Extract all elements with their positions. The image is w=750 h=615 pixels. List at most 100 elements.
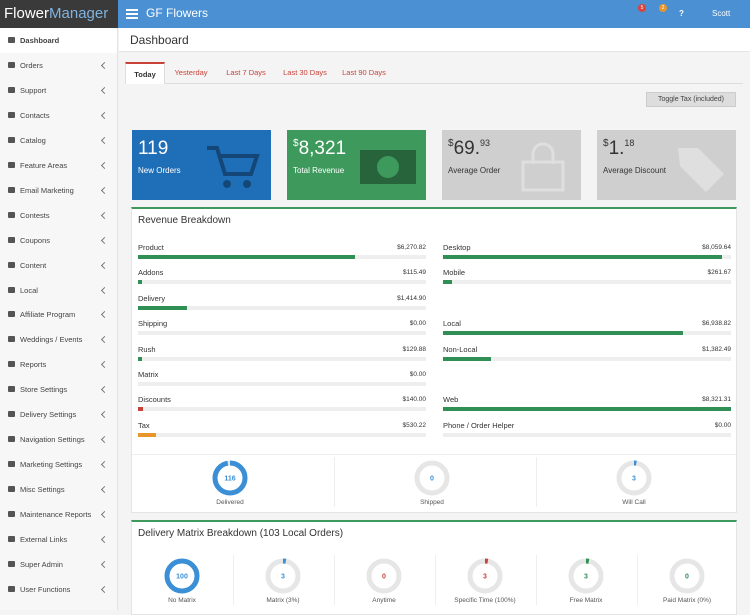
- revenue-row: Addons $115.49: [138, 268, 426, 293]
- sidebar-item[interactable]: Store Settings: [0, 377, 117, 402]
- donut-value: 3: [281, 574, 285, 581]
- revenue-bar: [443, 280, 452, 284]
- toggle-tax-button[interactable]: Toggle Tax (included): [646, 92, 736, 107]
- page-title: Dashboard: [130, 33, 189, 47]
- sidebar-item[interactable]: User Functions: [0, 577, 117, 602]
- sidebar-item[interactable]: Maintenance Reports: [0, 502, 117, 527]
- sidebar-item[interactable]: Misc Settings: [0, 477, 117, 502]
- bar-track: [138, 255, 426, 259]
- revenue-name: Delivery: [138, 294, 165, 303]
- sidebar-item[interactable]: Coupons: [0, 228, 117, 253]
- donut-value: 3: [584, 574, 588, 581]
- sidebar-item[interactable]: Contests: [0, 203, 117, 228]
- donut-value: 0: [430, 476, 434, 483]
- sidebar-item[interactable]: Marketing Settings: [0, 452, 117, 477]
- revenue-row: Discounts$140.00: [138, 395, 426, 420]
- revenue-name: Shipping: [138, 319, 167, 328]
- revenue-name: Product: [138, 243, 164, 252]
- revenue-row: Phone / Order Helper$0.00: [443, 421, 731, 446]
- tabs: TodayYesterdayLast 7 DaysLast 30 DaysLas…: [125, 62, 743, 84]
- revenue-amount: $0.00: [410, 371, 426, 378]
- card-icon: [513, 142, 573, 192]
- revenue-amount: $6,938.82: [702, 320, 731, 327]
- donut-label: Paid Matrix (0%): [637, 597, 737, 604]
- sidebar-item[interactable]: Content: [0, 253, 117, 278]
- sidebar-item[interactable]: Contacts: [0, 103, 117, 128]
- sidebar-item[interactable]: Super Admin: [0, 552, 117, 577]
- sidebar-item[interactable]: Email Marketing: [0, 178, 117, 203]
- revenue-amount: $115.49: [403, 269, 426, 276]
- sidebar-item[interactable]: Orders: [0, 53, 117, 78]
- donut-chart: 100: [162, 556, 202, 596]
- tab[interactable]: Yesterday: [165, 62, 217, 84]
- revenue-bar: [138, 357, 142, 361]
- top-bar: GF Flowers 5 2 ? Scott: [118, 0, 750, 28]
- badge[interactable]: 5: [638, 4, 646, 12]
- card-value: $1.18: [603, 138, 634, 160]
- sidebar-item[interactable]: Weddings / Events: [0, 327, 117, 352]
- revenue-row: Delivery$1,414.90: [138, 294, 426, 319]
- tab[interactable]: Last 90 Days: [335, 62, 393, 84]
- donut: 100No Matrix: [132, 556, 232, 604]
- card-icon: [358, 142, 418, 192]
- revenue-row: Desktop$8,059.64: [443, 243, 731, 268]
- sidebar-item[interactable]: Dashboard: [0, 28, 117, 53]
- revenue-name: Addons: [138, 268, 163, 277]
- sidebar-item[interactable]: Navigation Settings: [0, 427, 117, 452]
- donut: 0Anytime: [334, 556, 434, 604]
- revenue-name: Web: [443, 395, 458, 404]
- card-number: 1.: [609, 138, 625, 159]
- sidebar-item[interactable]: Local: [0, 278, 117, 303]
- brand-first: Flower: [4, 5, 49, 22]
- revenue-row: Product$6,270.82: [138, 243, 426, 268]
- logo[interactable]: FlowerManager: [0, 0, 118, 28]
- revenue-name: Non-Local: [443, 345, 477, 354]
- donut-value: 0: [685, 574, 689, 581]
- donut-chart: 0: [412, 458, 452, 498]
- stat-card: $8,321Total Revenue: [287, 130, 426, 200]
- badge[interactable]: 2: [659, 4, 667, 12]
- tab[interactable]: Last 7 Days: [217, 62, 275, 84]
- donut-value: 116: [224, 476, 235, 483]
- card-number: 69.: [454, 138, 480, 159]
- stat-card: $1.18 Average Discount: [597, 130, 736, 200]
- sidebar-item[interactable]: Reports: [0, 352, 117, 377]
- revenue-amount: $0.00: [410, 320, 426, 327]
- card-label: Total Revenue: [293, 166, 344, 175]
- revenue-row: Shipping $0.00: [138, 319, 426, 344]
- donut-chart: 116: [210, 458, 250, 498]
- tab[interactable]: Today: [125, 62, 165, 84]
- revenue-panel: Revenue Breakdown Product$6,270.82Addons…: [131, 207, 737, 513]
- panel-title: Delivery Matrix Breakdown (103 Local Ord…: [138, 528, 343, 539]
- bar-track: [443, 280, 731, 284]
- user-menu[interactable]: Scott: [712, 9, 730, 18]
- sidebar-item[interactable]: External Links: [0, 527, 117, 552]
- revenue-row: Local$6,938.82: [443, 319, 731, 344]
- revenue-name: Rush: [138, 345, 156, 354]
- donut: 3Specific Time (100%): [435, 556, 535, 604]
- card-label: Average Discount: [603, 166, 666, 175]
- help[interactable]: ?: [679, 9, 684, 18]
- donut: 3Will Call: [584, 458, 684, 506]
- matrix-panel: Delivery Matrix Breakdown (103 Local Ord…: [131, 520, 737, 615]
- sidebar-item[interactable]: Support: [0, 78, 117, 103]
- donut: 3Free Matrix: [536, 556, 636, 604]
- sidebar-item[interactable]: Feature Areas: [0, 153, 117, 178]
- card-number: 8,321: [299, 138, 347, 159]
- sidebar-item[interactable]: Catalog: [0, 128, 117, 153]
- sidebar-item[interactable]: Delivery Settings: [0, 402, 117, 427]
- revenue-bar: [443, 407, 731, 411]
- tab[interactable]: Last 30 Days: [275, 62, 335, 84]
- revenue-name: Phone / Order Helper: [443, 421, 514, 430]
- revenue-bar: [138, 407, 143, 411]
- revenue-bar: [138, 280, 142, 284]
- donut: 0Shipped: [382, 458, 482, 506]
- donut-chart: 0: [364, 556, 404, 596]
- bar-track: [443, 331, 731, 335]
- divider: [334, 457, 335, 507]
- revenue-bar: [138, 306, 187, 310]
- main: Dashboard TodayYesterdayLast 7 DaysLast …: [119, 28, 750, 610]
- menu-toggle[interactable]: [126, 9, 138, 19]
- bar-track: [138, 433, 426, 437]
- sidebar-item[interactable]: Affiliate Program: [0, 302, 117, 327]
